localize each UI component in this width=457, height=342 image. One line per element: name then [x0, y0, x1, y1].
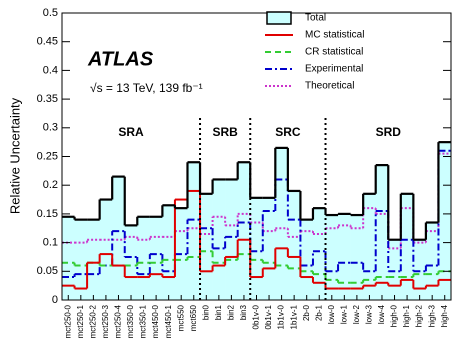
x-tick-label: high-0: [390, 304, 399, 327]
legend-swatch: [266, 11, 292, 25]
x-tick-label: high-4: [440, 304, 449, 327]
total-fill: [375, 165, 389, 300]
x-tick-label: 2b-1: [314, 304, 323, 321]
legend-label: MC statistical: [305, 30, 364, 41]
total-fill: [200, 193, 213, 300]
total-fill: [338, 213, 351, 300]
region-label: SRA: [118, 125, 144, 139]
y-axis-label: Relative Uncertainty: [7, 97, 22, 214]
x-tick-label: mct550: [176, 304, 185, 331]
total-fill: [124, 225, 138, 300]
total-fill: [300, 219, 314, 300]
x-tick-label: low-0: [327, 304, 336, 324]
total-fill: [287, 190, 301, 300]
x-tick-label: mct250-3: [101, 304, 110, 338]
x-tick-label: mct450-0: [151, 304, 160, 338]
x-tick-label: low-2: [352, 304, 361, 324]
total-fill: [187, 162, 201, 300]
total-fill: [137, 216, 151, 300]
total-fill: [87, 219, 100, 300]
x-tick-label: 0b1v-0: [252, 304, 261, 329]
energy-label: √s = 13 TeV, 139 fb⁻¹: [90, 81, 203, 95]
y-tick-label: 0.4: [43, 64, 58, 76]
total-fill: [250, 197, 264, 300]
x-tick-label: 1b1v-0: [277, 304, 286, 329]
y-tick-label: 0.3: [43, 122, 58, 134]
legend-label: Theoretical: [305, 81, 354, 92]
total-fill: [363, 193, 377, 300]
x-tick-label: high-2: [415, 304, 424, 327]
total-fill: [99, 199, 113, 300]
x-tick-label: mct250-1: [76, 304, 85, 338]
total-fill: [312, 208, 326, 300]
total-fill: [162, 205, 176, 300]
total-fill: [212, 179, 226, 300]
y-tick-label: 0: [52, 294, 58, 306]
total-fill: [237, 162, 251, 300]
series-0: [62, 141, 451, 241]
total-fill: [149, 216, 163, 300]
total-fill: [62, 216, 75, 300]
y-tick-label: 0.45: [37, 36, 58, 48]
x-tick-label: low-1: [339, 304, 348, 324]
x-tick-label: mct650: [189, 304, 198, 331]
y-tick-label: 0.5: [43, 7, 58, 19]
y-tick-label: 0.2: [43, 179, 58, 191]
y-tick-label: 0.25: [37, 150, 58, 162]
total-fill: [112, 176, 126, 300]
step-connector: [73, 190, 440, 289]
total-fill: [350, 215, 364, 300]
region-label: SRB: [212, 125, 238, 139]
x-tick-label: 2b-0: [302, 304, 311, 321]
x-tick-label: low-3: [365, 304, 374, 324]
y-tick-label: 0.05: [37, 265, 58, 277]
legend-label: CR statistical: [305, 47, 363, 58]
y-tick-label: 0.1: [43, 237, 58, 249]
total-fill: [275, 147, 289, 300]
y-tick-label: 0.35: [37, 93, 58, 105]
y-tick-label: 0.15: [37, 208, 58, 220]
x-tick-label: mct250-2: [88, 304, 97, 338]
legend-label: Experimental: [305, 64, 363, 75]
x-tick-label: bin0: [201, 304, 210, 320]
x-tick-label: mct250-0: [63, 304, 72, 338]
total-fill: [325, 215, 339, 300]
experiment-label: ATLAS: [87, 48, 154, 70]
total-fill: [438, 142, 452, 300]
total-fill: [400, 193, 414, 300]
total-fill: [74, 219, 88, 300]
x-tick-label: high-3: [427, 304, 436, 327]
x-tick-label: 0b1v-1: [264, 304, 273, 329]
x-tick-label: 1b1v-1: [289, 304, 298, 329]
region-label: SRC: [275, 125, 301, 139]
x-tick-label: bin1: [214, 304, 223, 320]
x-tick-label: mct350-0: [126, 304, 135, 338]
series-1: [62, 189, 451, 290]
total-fill: [225, 179, 238, 300]
region-label: SRD: [376, 125, 402, 139]
total-fill: [262, 197, 276, 300]
x-tick-label: bin2: [227, 304, 236, 320]
x-tick-label: high-1: [402, 304, 411, 327]
x-tick-label: mct450-1: [164, 304, 173, 338]
x-tick-label: mct250-4: [114, 304, 123, 338]
x-tick-label: low-4: [377, 304, 386, 324]
x-tick-label: bin3: [239, 304, 248, 320]
x-tick-label: mct350-1: [139, 304, 148, 338]
total-fill: [413, 239, 427, 300]
total-fill: [425, 222, 439, 300]
legend-label: Total: [305, 13, 326, 24]
